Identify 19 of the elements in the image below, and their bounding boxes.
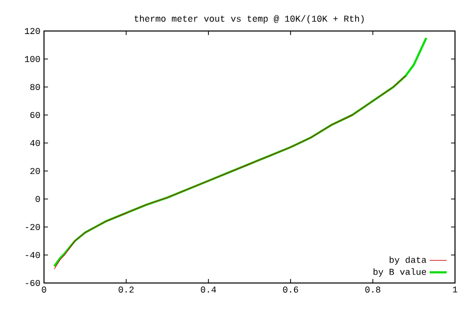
x-tick-label: 1	[452, 286, 458, 292]
x-tick-label: 0.4	[200, 286, 216, 293]
y-tick-label: 20	[30, 168, 40, 174]
x-tick-label: 0.8	[365, 286, 380, 293]
x-tick-label: 0	[42, 286, 46, 293]
y-tick-label: -40	[26, 252, 40, 258]
legend-label: by data	[390, 256, 426, 265]
x-tick-label: 0.2	[118, 286, 134, 293]
y-tick-label: 40	[30, 140, 40, 146]
legend-label: by B value	[374, 268, 426, 277]
y-tick-label: 80	[30, 84, 40, 90]
y-tick-label: -20	[26, 224, 40, 230]
y-tick-label: 60	[30, 112, 40, 118]
y-tick-label: -60	[26, 280, 40, 286]
y-tick-label: 0	[36, 196, 40, 202]
y-tick-label: 120	[24, 28, 40, 34]
x-tick-label: 0.6	[283, 286, 298, 293]
y-tick-label: 100	[24, 56, 40, 62]
chart-title: thermo meter vout vs temp @ 10K/(10K + Rth)	[134, 15, 364, 24]
